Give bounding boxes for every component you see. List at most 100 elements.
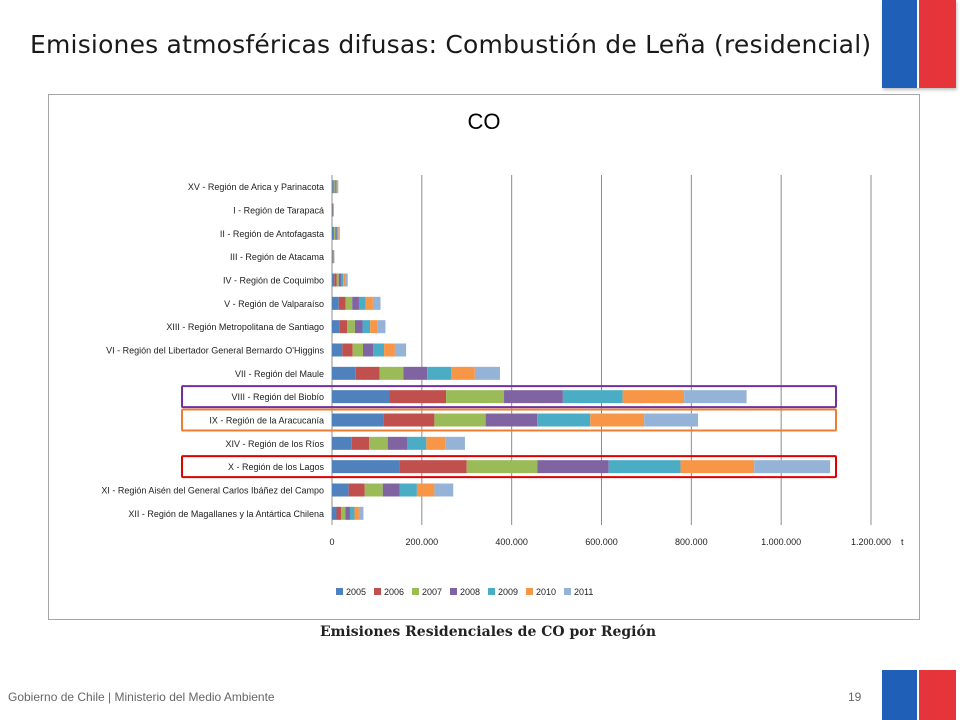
bar-segment bbox=[342, 343, 353, 357]
category-label: XII - Región de Magallanes y la Antártic… bbox=[128, 509, 324, 519]
bar-segment bbox=[364, 483, 383, 497]
bar-segment bbox=[335, 180, 337, 194]
bar-segment bbox=[358, 506, 364, 520]
bar-segment bbox=[332, 483, 349, 497]
bar-segment bbox=[446, 390, 505, 404]
bar-segment bbox=[340, 273, 344, 287]
bar-segment bbox=[608, 460, 681, 474]
category-label: XIV - Región de los Ríos bbox=[225, 439, 324, 449]
bar-segment bbox=[349, 506, 355, 520]
legend-swatch bbox=[526, 588, 533, 595]
highlight-box bbox=[181, 408, 837, 432]
bar-segment bbox=[399, 460, 467, 474]
bar-segment bbox=[370, 320, 378, 334]
category-label: V - Región de Valparaíso bbox=[224, 299, 324, 309]
bar-segment bbox=[474, 366, 500, 380]
bar-segment bbox=[332, 366, 356, 380]
page-number: 19 bbox=[848, 690, 862, 704]
bar-segment bbox=[389, 390, 447, 404]
bar-segment bbox=[333, 180, 335, 194]
category-label: IV - Región de Coquimbo bbox=[223, 276, 324, 286]
chart-title: CO bbox=[468, 109, 501, 134]
category-label: VI - Región del Libertador General Berna… bbox=[106, 346, 324, 356]
bar-segment bbox=[684, 390, 747, 404]
bar-segment bbox=[622, 390, 685, 404]
bar-segment bbox=[372, 296, 381, 310]
bar-segment bbox=[339, 320, 348, 334]
bar-segment bbox=[332, 343, 343, 357]
bar-segment bbox=[416, 483, 435, 497]
bar-segment bbox=[332, 250, 333, 264]
bar-segment bbox=[382, 483, 400, 497]
bar-segment bbox=[338, 296, 346, 310]
bar-segment bbox=[362, 320, 371, 334]
legend-label: 2010 bbox=[536, 587, 556, 597]
x-tick-label: 800.000 bbox=[675, 537, 708, 547]
bar-segment bbox=[332, 226, 334, 240]
bar-segment bbox=[680, 460, 755, 474]
bar-segment bbox=[333, 226, 335, 240]
bar-segment bbox=[334, 226, 336, 240]
bar-segment bbox=[334, 273, 337, 287]
bar-segment bbox=[347, 320, 355, 334]
bar-segment bbox=[338, 226, 340, 240]
bar-segment bbox=[345, 506, 350, 520]
chile-flag-logo-footer bbox=[882, 670, 956, 720]
bar-segment bbox=[333, 250, 335, 264]
bar-segment bbox=[369, 436, 388, 450]
bar-segment bbox=[332, 390, 390, 404]
bar-segment bbox=[333, 203, 334, 217]
bar-segment bbox=[332, 250, 334, 264]
bar-segment bbox=[343, 273, 346, 287]
bar-segment bbox=[590, 413, 645, 427]
bar-segment bbox=[345, 296, 353, 310]
bar-segment bbox=[336, 180, 338, 194]
bar-segment bbox=[348, 483, 365, 497]
bar-segment bbox=[333, 250, 335, 264]
bar-segment bbox=[373, 343, 385, 357]
bar-segment bbox=[332, 180, 334, 194]
chart-caption: Emisiones Residenciales de CO por Región bbox=[319, 624, 657, 640]
bar-segment bbox=[387, 436, 408, 450]
bar-segment bbox=[754, 460, 831, 474]
bar-segment bbox=[504, 390, 563, 404]
bar-segment bbox=[399, 483, 417, 497]
legend-label: 2008 bbox=[460, 587, 480, 597]
bar-segment bbox=[537, 460, 609, 474]
highlight-box bbox=[181, 455, 837, 479]
legend-swatch bbox=[450, 588, 457, 595]
legend-swatch bbox=[336, 588, 343, 595]
x-tick-label: 200.000 bbox=[406, 537, 439, 547]
bar-segment bbox=[427, 366, 452, 380]
bar-segment bbox=[334, 180, 336, 194]
bar-segment bbox=[445, 436, 465, 450]
legend-swatch bbox=[564, 588, 571, 595]
bar-segment bbox=[355, 366, 380, 380]
bar-segment bbox=[336, 226, 338, 240]
x-tick-label: 1.200.000 bbox=[851, 537, 891, 547]
bar-segment bbox=[338, 273, 341, 287]
bar-segment bbox=[358, 296, 366, 310]
bar-segment bbox=[336, 273, 339, 287]
flag-red-stripe bbox=[919, 0, 956, 88]
bar-segment bbox=[365, 296, 373, 310]
category-label: X - Región de los Lagos bbox=[228, 462, 325, 472]
bar-segment bbox=[383, 413, 435, 427]
bar-segment bbox=[332, 320, 340, 334]
bar-segment bbox=[332, 296, 339, 310]
bar-segment bbox=[354, 320, 363, 334]
bar-segment bbox=[332, 506, 337, 520]
legend-label: 2011 bbox=[574, 587, 593, 597]
bar-segment bbox=[644, 413, 699, 427]
bar-segment bbox=[394, 343, 407, 357]
category-label: XI - Región Aisén del General Carlos Ibá… bbox=[101, 486, 324, 496]
bar-segment bbox=[562, 390, 623, 404]
bar-segment bbox=[351, 436, 370, 450]
x-tick-label: 0 bbox=[329, 537, 334, 547]
bar-segment bbox=[384, 343, 395, 357]
co-emissions-chart: CO 0 200.000 400.000 600.000 800.000 1.000.000… bbox=[101, 109, 904, 597]
bar-segment bbox=[485, 413, 538, 427]
x-axis-label: t bbox=[901, 537, 904, 547]
legend-label: 2006 bbox=[384, 587, 404, 597]
legend-swatch bbox=[412, 588, 419, 595]
